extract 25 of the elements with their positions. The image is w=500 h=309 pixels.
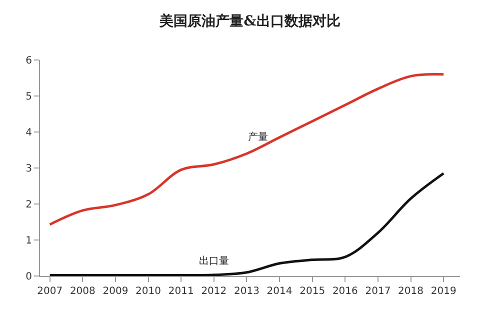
x-tick-label: 2016 (332, 286, 358, 297)
series-label: 出口量 (199, 255, 229, 267)
x-tick-label: 2008 (70, 286, 96, 297)
y-tick-label: 6 (26, 56, 32, 66)
x-tick-label: 2018 (398, 286, 424, 297)
y-tick-label: 3 (26, 164, 32, 174)
y-tick-label: 4 (26, 128, 32, 138)
chart-title: 美国原油产量&出口数据对比 (158, 12, 340, 30)
y-tick-label: 0 (26, 272, 32, 282)
x-tick-label: 2011 (168, 286, 194, 297)
line-series (48, 73, 445, 226)
x-tick-label: 2012 (201, 286, 227, 297)
y-tick-label: 1 (26, 236, 32, 246)
series-label: 产量 (248, 131, 268, 143)
x-tick-label: 2017 (365, 286, 391, 297)
x-tick-label: 2019 (430, 286, 456, 297)
x-tick-label: 2010 (136, 286, 162, 297)
y-tick-label: 2 (26, 200, 32, 210)
x-tick-label: 2015 (300, 286, 326, 297)
x-tick-label: 2009 (102, 286, 128, 297)
x-tick-label: 2007 (37, 286, 63, 297)
x-tick-label: 2013 (234, 286, 260, 297)
line-series (48, 172, 445, 276)
y-tick-label: 5 (26, 92, 32, 102)
x-tick-label: 2014 (266, 286, 292, 297)
